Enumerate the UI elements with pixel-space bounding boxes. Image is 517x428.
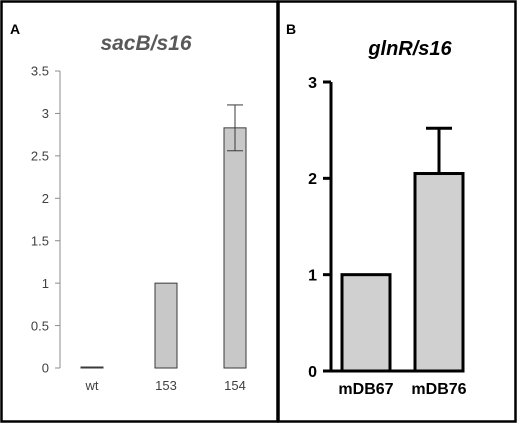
panel-a: A sacB/s16 0 0.5 1 1.5 2 2.5 3 3.5 wt 153 154 — [0, 0, 279, 423]
y-tick-label: 1 — [308, 267, 317, 284]
x-category-label: 154 — [224, 378, 246, 393]
y-tick-label: 0 — [308, 364, 317, 381]
x-category-label: wt — [85, 378, 99, 393]
panel-b-plot: 0 1 2 3 mDB67 mDB76 — [308, 75, 467, 398]
y-tick-label: 2 — [308, 171, 317, 188]
panel-a-label: A — [10, 21, 20, 37]
y-tick-label: 2.5 — [31, 149, 49, 164]
panel-b: B glnR/s16 0 1 2 3 mDB67 mDB76 — [277, 0, 517, 423]
y-tick-label: 1 — [42, 276, 49, 291]
panel-b-title: glnR/s16 — [367, 38, 452, 60]
y-tick-label: 3 — [42, 106, 49, 121]
y-tick-label: 1.5 — [31, 233, 49, 248]
bar — [340, 273, 392, 373]
y-tick-label: 0.5 — [31, 318, 49, 333]
panel-b-label: B — [286, 21, 296, 37]
y-tick-label: 2 — [42, 191, 49, 206]
panel-b-frame — [277, 0, 517, 423]
y-tick-label: 3.5 — [31, 64, 49, 79]
bar — [223, 127, 247, 369]
bar — [154, 282, 178, 369]
panel-a-plot: 0 0.5 1 1.5 2 2.5 3 3.5 wt 153 154 — [31, 64, 247, 393]
y-tick-label: 3 — [308, 75, 317, 92]
panel-a-title: sacB/s16 — [100, 32, 191, 55]
bar — [413, 172, 465, 373]
y-tick-label: 0 — [42, 361, 49, 376]
x-category-label: mDB67 — [338, 381, 393, 398]
x-category-label: mDB76 — [411, 381, 466, 398]
bar — [80, 366, 104, 369]
x-category-label: 153 — [155, 378, 177, 393]
